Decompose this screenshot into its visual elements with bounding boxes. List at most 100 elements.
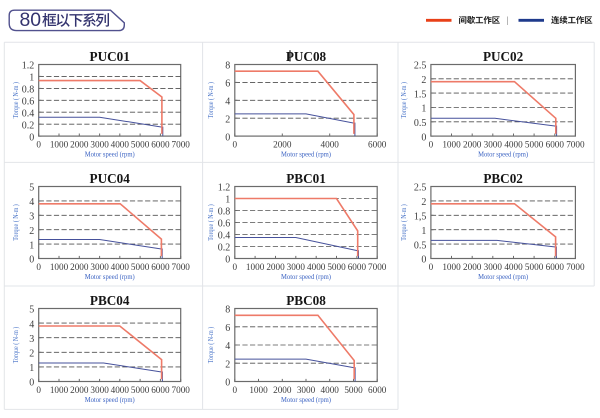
svg-text:7000: 7000 xyxy=(172,140,191,150)
svg-text:1: 1 xyxy=(225,195,230,206)
svg-text:4000: 4000 xyxy=(111,262,130,272)
svg-text:3000: 3000 xyxy=(297,385,316,395)
svg-text:2: 2 xyxy=(225,359,230,370)
svg-text:5: 5 xyxy=(29,305,34,316)
svg-text:0: 0 xyxy=(36,140,41,150)
svg-text:6000: 6000 xyxy=(546,140,565,150)
svg-text:80: 80 xyxy=(20,9,42,31)
svg-text:3000: 3000 xyxy=(484,262,503,272)
svg-text:Motor speed (rpm): Motor speed (rpm) xyxy=(85,395,135,404)
svg-text:PBC02: PBC02 xyxy=(483,171,523,186)
svg-text:0: 0 xyxy=(225,132,230,143)
svg-text:1000: 1000 xyxy=(442,140,461,150)
svg-text:5000: 5000 xyxy=(344,385,363,395)
svg-text:1000: 1000 xyxy=(442,262,461,272)
svg-text:2000: 2000 xyxy=(70,262,89,272)
svg-text:4: 4 xyxy=(29,319,34,330)
svg-text:PBC04: PBC04 xyxy=(90,293,130,308)
svg-text:4: 4 xyxy=(29,197,34,208)
svg-text:0: 0 xyxy=(36,385,41,395)
svg-text:5000: 5000 xyxy=(525,262,544,272)
svg-text:5: 5 xyxy=(29,183,34,194)
svg-text:4000: 4000 xyxy=(111,140,130,150)
svg-text:0.6: 0.6 xyxy=(218,219,231,230)
svg-text:1: 1 xyxy=(29,363,34,374)
svg-text:6000: 6000 xyxy=(348,262,367,272)
svg-text:6: 6 xyxy=(225,323,230,334)
svg-text:1000: 1000 xyxy=(50,140,69,150)
svg-text:3000: 3000 xyxy=(287,262,306,272)
svg-text:0: 0 xyxy=(225,378,230,389)
svg-text:5000: 5000 xyxy=(525,140,544,150)
svg-text:2: 2 xyxy=(421,75,426,86)
svg-text:3000: 3000 xyxy=(90,140,109,150)
svg-text:Motor speed (rpm): Motor speed (rpm) xyxy=(281,150,331,159)
svg-text:5000: 5000 xyxy=(327,262,346,272)
svg-text:1000: 1000 xyxy=(249,385,268,395)
svg-text:Motor speed (rpm): Motor speed (rpm) xyxy=(85,150,135,159)
svg-text:3000: 3000 xyxy=(90,262,109,272)
svg-text:Torque ( N-m ): Torque ( N-m ) xyxy=(207,326,215,363)
svg-text:0.6: 0.6 xyxy=(22,97,35,108)
svg-text:1.2: 1.2 xyxy=(218,183,231,194)
svg-text:0: 0 xyxy=(429,140,434,150)
svg-text:6000: 6000 xyxy=(151,140,170,150)
svg-text:5000: 5000 xyxy=(131,262,150,272)
svg-text:2: 2 xyxy=(29,226,34,237)
svg-text:4000: 4000 xyxy=(321,385,340,395)
svg-text:3: 3 xyxy=(29,334,34,345)
svg-text:3000: 3000 xyxy=(90,385,109,395)
svg-text:0: 0 xyxy=(421,132,426,143)
svg-text:PUC02: PUC02 xyxy=(483,49,524,64)
svg-text:1: 1 xyxy=(421,226,426,237)
svg-text:1000: 1000 xyxy=(246,262,265,272)
svg-text:2000: 2000 xyxy=(273,140,292,150)
svg-text:2.5: 2.5 xyxy=(414,61,427,72)
svg-text:8: 8 xyxy=(225,305,230,316)
svg-text:1: 1 xyxy=(29,240,34,251)
svg-text:0.2: 0.2 xyxy=(218,243,231,254)
svg-text:4000: 4000 xyxy=(504,262,523,272)
svg-text:2000: 2000 xyxy=(463,140,482,150)
svg-text:1.5: 1.5 xyxy=(414,89,427,100)
svg-text:Torque ( N-m ): Torque ( N-m ) xyxy=(207,204,215,241)
svg-text:1: 1 xyxy=(29,73,34,84)
svg-text:1000: 1000 xyxy=(50,262,69,272)
svg-text:0.8: 0.8 xyxy=(218,207,231,218)
svg-text:0.4: 0.4 xyxy=(22,108,35,119)
svg-text:2: 2 xyxy=(225,114,230,125)
svg-text:5000: 5000 xyxy=(131,385,150,395)
svg-text:2000: 2000 xyxy=(70,385,89,395)
svg-text:0: 0 xyxy=(36,262,41,272)
svg-text:3000: 3000 xyxy=(484,140,503,150)
svg-text:PUC04: PUC04 xyxy=(90,171,131,186)
svg-text:0: 0 xyxy=(29,378,34,389)
svg-text:1,5: 1,5 xyxy=(414,212,427,223)
svg-text:Torque ( N-m ): Torque ( N-m ) xyxy=(400,81,408,118)
svg-text:1.2: 1.2 xyxy=(22,61,35,72)
svg-text:7000: 7000 xyxy=(566,262,585,272)
svg-text:7000: 7000 xyxy=(172,385,191,395)
svg-text:4: 4 xyxy=(225,97,230,108)
svg-text:2: 2 xyxy=(29,349,34,360)
svg-text:Motor speed (rpm): Motor speed (rpm) xyxy=(281,272,331,281)
svg-text:0.5: 0.5 xyxy=(414,118,427,129)
svg-text:0: 0 xyxy=(29,132,34,143)
svg-text:PUC08: PUC08 xyxy=(286,49,327,64)
svg-text:PBC01: PBC01 xyxy=(286,171,326,186)
svg-text:0: 0 xyxy=(29,255,34,266)
svg-text:PUC01: PUC01 xyxy=(90,49,130,64)
svg-text:4000: 4000 xyxy=(307,262,326,272)
svg-text:2000: 2000 xyxy=(70,140,89,150)
svg-text:Motor speed (rpm): Motor speed (rpm) xyxy=(478,150,528,159)
svg-text:0: 0 xyxy=(233,385,238,395)
svg-text:Torque ( N-m ): Torque ( N-m ) xyxy=(12,326,20,363)
svg-text:6000: 6000 xyxy=(546,262,565,272)
svg-text:Torque ( N-m ): Torque ( N-m ) xyxy=(207,81,215,118)
svg-text:7000: 7000 xyxy=(172,262,191,272)
svg-text:6000: 6000 xyxy=(368,140,387,150)
svg-text:0.8: 0.8 xyxy=(22,85,35,96)
svg-text:3: 3 xyxy=(29,212,34,223)
svg-text:Motor speed (rpm): Motor speed (rpm) xyxy=(281,395,331,404)
svg-text:1000: 1000 xyxy=(50,385,69,395)
